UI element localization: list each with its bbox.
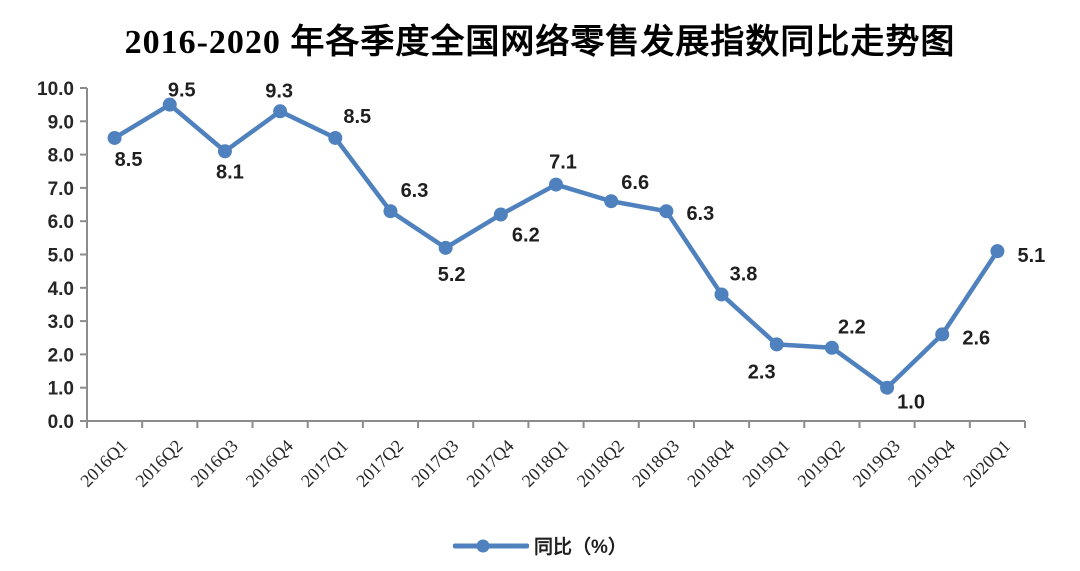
data-point-label: 8.5 bbox=[343, 106, 371, 128]
x-axis-label: 2016Q4 bbox=[242, 436, 297, 491]
data-point-label: 2.3 bbox=[748, 361, 776, 383]
data-point-label: 8.1 bbox=[216, 161, 244, 183]
y-axis-label: 4.0 bbox=[48, 279, 74, 300]
series-line bbox=[112, 102, 1000, 390]
line-chart: 0.0 1.0 2.0 3.0 4.0 5.0 6.0 7.0 8.0 9.0 10.0 2016Q1… bbox=[37, 79, 1046, 491]
x-axis-label: 2016Q3 bbox=[187, 436, 242, 491]
x-axis-label: 2018Q2 bbox=[573, 436, 628, 491]
x-axis-label: 2020Q1 bbox=[959, 436, 1014, 491]
x-axis-label: 2019Q3 bbox=[849, 436, 904, 491]
data-point-label: 6.3 bbox=[401, 180, 429, 202]
data-point-label: 1.0 bbox=[897, 392, 925, 414]
data-point-label: 6.2 bbox=[512, 225, 540, 247]
data-point-label: 5.1 bbox=[1018, 245, 1046, 267]
chart-title: 2016-2020 年各季度全国网络零售发展指数同比走势图 bbox=[124, 24, 956, 61]
data-point-marker bbox=[328, 130, 343, 145]
data-point-marker bbox=[162, 97, 177, 112]
data-point-label: 2.2 bbox=[838, 317, 866, 339]
x-axis-label: 2017Q3 bbox=[407, 436, 462, 491]
data-point-marker bbox=[217, 144, 232, 159]
x-axis-label: 2018Q1 bbox=[518, 436, 573, 491]
data-point-marker bbox=[769, 337, 784, 352]
y-axis-label: 6.0 bbox=[48, 212, 74, 233]
x-axis-label: 2017Q1 bbox=[297, 436, 352, 491]
y-axis-label: 0.0 bbox=[48, 412, 74, 433]
y-axis-label: 7.0 bbox=[48, 179, 74, 200]
y-axis-label: 3.0 bbox=[48, 312, 74, 333]
data-point-marker bbox=[438, 240, 453, 255]
data-point-marker bbox=[880, 380, 895, 395]
data-point-marker bbox=[990, 244, 1005, 259]
legend-line-marker-icon bbox=[453, 539, 530, 552]
data-point-label: 2.6 bbox=[962, 327, 990, 349]
data-point-label: 6.3 bbox=[686, 203, 714, 225]
y-axis-label: 8.0 bbox=[48, 146, 74, 167]
x-axis-label: 2019Q4 bbox=[904, 436, 959, 491]
data-point-marker bbox=[659, 204, 674, 219]
data-point-label: 5.2 bbox=[438, 264, 466, 286]
x-axis-label: 2017Q4 bbox=[462, 436, 517, 491]
y-axis-label: 9.0 bbox=[48, 112, 74, 133]
x-axis-label: 2017Q2 bbox=[352, 436, 407, 491]
data-point-label: 6.6 bbox=[621, 172, 649, 194]
x-axis-label: 2018Q3 bbox=[628, 436, 683, 491]
y-axis-label: 2.0 bbox=[48, 345, 74, 366]
data-point-label: 8.5 bbox=[115, 149, 143, 171]
y-axis-label: 5.0 bbox=[48, 246, 74, 267]
data-point-marker bbox=[549, 177, 563, 192]
y-axis-label: 1.0 bbox=[48, 379, 74, 400]
y-axis-label: 10.0 bbox=[37, 79, 74, 100]
data-point-marker bbox=[493, 207, 508, 222]
data-point-marker bbox=[273, 104, 288, 119]
x-axis-label: 2016Q1 bbox=[76, 436, 131, 491]
data-point-marker bbox=[714, 287, 729, 302]
data-point-marker bbox=[107, 130, 122, 145]
legend: 同比（%） bbox=[0, 532, 1080, 559]
data-point-marker bbox=[824, 340, 839, 355]
data-point-marker bbox=[383, 204, 398, 219]
x-axis-label: 2018Q4 bbox=[683, 436, 738, 491]
x-axis-label: 2019Q1 bbox=[738, 436, 793, 491]
x-axis-label: 2019Q2 bbox=[794, 436, 849, 491]
legend-label: 同比（%） bbox=[534, 537, 627, 558]
data-point-marker bbox=[935, 327, 950, 342]
x-axis-label: 2016Q2 bbox=[131, 436, 186, 491]
data-point-marker bbox=[604, 194, 619, 209]
data-point-label: 9.3 bbox=[265, 80, 293, 102]
data-point-label: 3.8 bbox=[730, 263, 758, 285]
data-point-label: 9.5 bbox=[168, 80, 196, 102]
data-point-label: 7.1 bbox=[549, 152, 577, 174]
